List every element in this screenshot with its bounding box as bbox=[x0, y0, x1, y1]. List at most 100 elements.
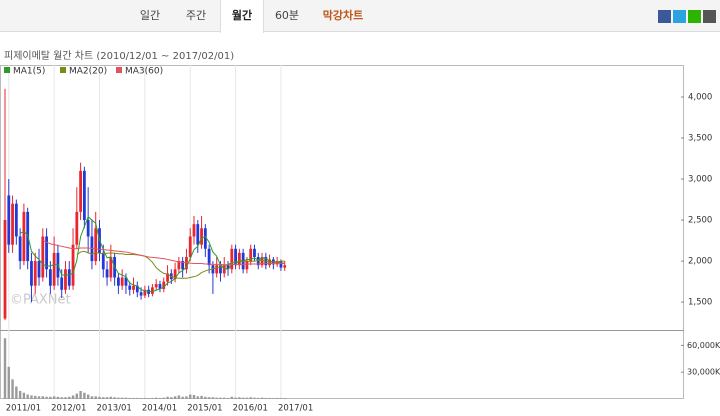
candle-body bbox=[279, 261, 283, 268]
candle-body bbox=[94, 228, 98, 262]
tab[interactable]: 일간 bbox=[139, 9, 161, 22]
volume-bar bbox=[158, 397, 162, 399]
volume-bar bbox=[124, 397, 128, 399]
candle-body bbox=[33, 261, 37, 286]
volume-bar bbox=[245, 397, 249, 399]
volume-bar bbox=[22, 392, 26, 399]
volume-bar bbox=[173, 396, 177, 399]
candle-body bbox=[158, 284, 162, 289]
candle-body bbox=[11, 203, 14, 245]
volume-bar bbox=[257, 397, 260, 399]
candle-body bbox=[237, 252, 241, 266]
tab-active[interactable]: 월간 bbox=[220, 0, 264, 33]
volume-bar bbox=[200, 395, 203, 399]
candle-body bbox=[14, 203, 18, 237]
volume-bar bbox=[170, 397, 173, 399]
volume-bar bbox=[37, 396, 41, 399]
volume-bar bbox=[268, 397, 271, 399]
candle-body bbox=[124, 277, 128, 286]
volume-bar bbox=[211, 397, 215, 399]
tab[interactable]: 60분 bbox=[274, 9, 300, 22]
volume-bar bbox=[75, 393, 79, 399]
volume-bar bbox=[147, 398, 150, 399]
candle-body bbox=[166, 273, 169, 282]
candle-body bbox=[283, 265, 287, 268]
volume-bar bbox=[34, 395, 37, 399]
volume-bar bbox=[223, 397, 226, 399]
volume-bar bbox=[94, 396, 97, 399]
facebook-icon[interactable] bbox=[658, 10, 671, 23]
ma-line bbox=[19, 215, 285, 293]
volume-bar bbox=[52, 396, 56, 399]
y-tick-label: 1,500 bbox=[688, 298, 712, 308]
candle-body bbox=[64, 269, 67, 290]
volume-bar bbox=[275, 397, 279, 399]
volume-bar bbox=[143, 397, 147, 399]
volume-tick-label: 60,000K bbox=[687, 341, 720, 350]
candle-body bbox=[75, 211, 79, 245]
candle-body bbox=[30, 261, 33, 286]
volume-bar bbox=[60, 397, 63, 399]
band-icon[interactable] bbox=[703, 10, 716, 23]
x-tick-label: 2012/01 bbox=[51, 404, 86, 414]
volume-bar bbox=[162, 397, 165, 399]
candle-body bbox=[207, 248, 211, 266]
candle-body bbox=[154, 284, 158, 288]
volume-bar bbox=[185, 396, 188, 399]
candle-body bbox=[60, 277, 64, 290]
candle-body bbox=[192, 224, 196, 237]
candle-body bbox=[52, 252, 56, 286]
volume-bar bbox=[196, 396, 199, 399]
y-tick-label: 3,500 bbox=[688, 134, 712, 144]
legend-label: MA3(60) bbox=[125, 67, 163, 77]
candle-body bbox=[196, 224, 200, 245]
candle-body bbox=[230, 248, 234, 270]
volume-bar bbox=[192, 394, 196, 399]
legend-swatch bbox=[60, 67, 66, 73]
candle-body bbox=[253, 248, 256, 257]
candle-body bbox=[105, 269, 109, 278]
candle-body bbox=[128, 285, 132, 290]
candle-body bbox=[162, 281, 166, 289]
candle-body bbox=[226, 265, 230, 270]
candle-body bbox=[18, 236, 22, 262]
x-tick-label: 2015/01 bbox=[187, 404, 222, 414]
candle-body bbox=[222, 265, 226, 274]
candle-body bbox=[245, 261, 249, 270]
tab-bar: 일간 주간 월간 60분 막강차트 bbox=[0, 0, 720, 33]
tab[interactable]: 주간 bbox=[185, 9, 207, 22]
volume-bar bbox=[136, 397, 139, 399]
volume-bar bbox=[238, 397, 241, 399]
candle-body bbox=[249, 248, 253, 262]
volume-bar bbox=[117, 397, 120, 399]
x-tick-label: 2014/01 bbox=[142, 404, 177, 414]
y-tick-label: 2,500 bbox=[688, 216, 712, 226]
volume-bar bbox=[26, 394, 29, 399]
candle-body bbox=[143, 289, 147, 296]
candle-body bbox=[177, 261, 181, 270]
candle-body bbox=[219, 265, 222, 274]
naver-icon[interactable] bbox=[688, 10, 701, 23]
volume-bar bbox=[207, 397, 211, 399]
x-tick-label: 2017/01 bbox=[278, 404, 313, 414]
volume-bar bbox=[241, 397, 245, 399]
volume-bar bbox=[283, 398, 286, 399]
candle-body bbox=[173, 269, 177, 280]
candle-body bbox=[48, 269, 52, 286]
legend-label: MA1(5) bbox=[13, 67, 45, 77]
candle-body bbox=[151, 287, 154, 294]
twitter-icon[interactable] bbox=[673, 10, 686, 23]
volume-bar bbox=[260, 397, 264, 399]
tab[interactable]: 막강차트 bbox=[322, 9, 364, 22]
volume-bar bbox=[56, 396, 60, 399]
volume-bar bbox=[234, 397, 237, 399]
candle-body bbox=[86, 220, 90, 237]
candle-body bbox=[7, 195, 11, 245]
candle-body bbox=[203, 228, 207, 249]
volume-tick-label: 30,000K bbox=[687, 368, 720, 377]
volume-bar bbox=[30, 395, 33, 399]
volume-bar bbox=[226, 397, 230, 399]
legend-swatch bbox=[116, 67, 122, 73]
candle-body bbox=[117, 277, 120, 286]
